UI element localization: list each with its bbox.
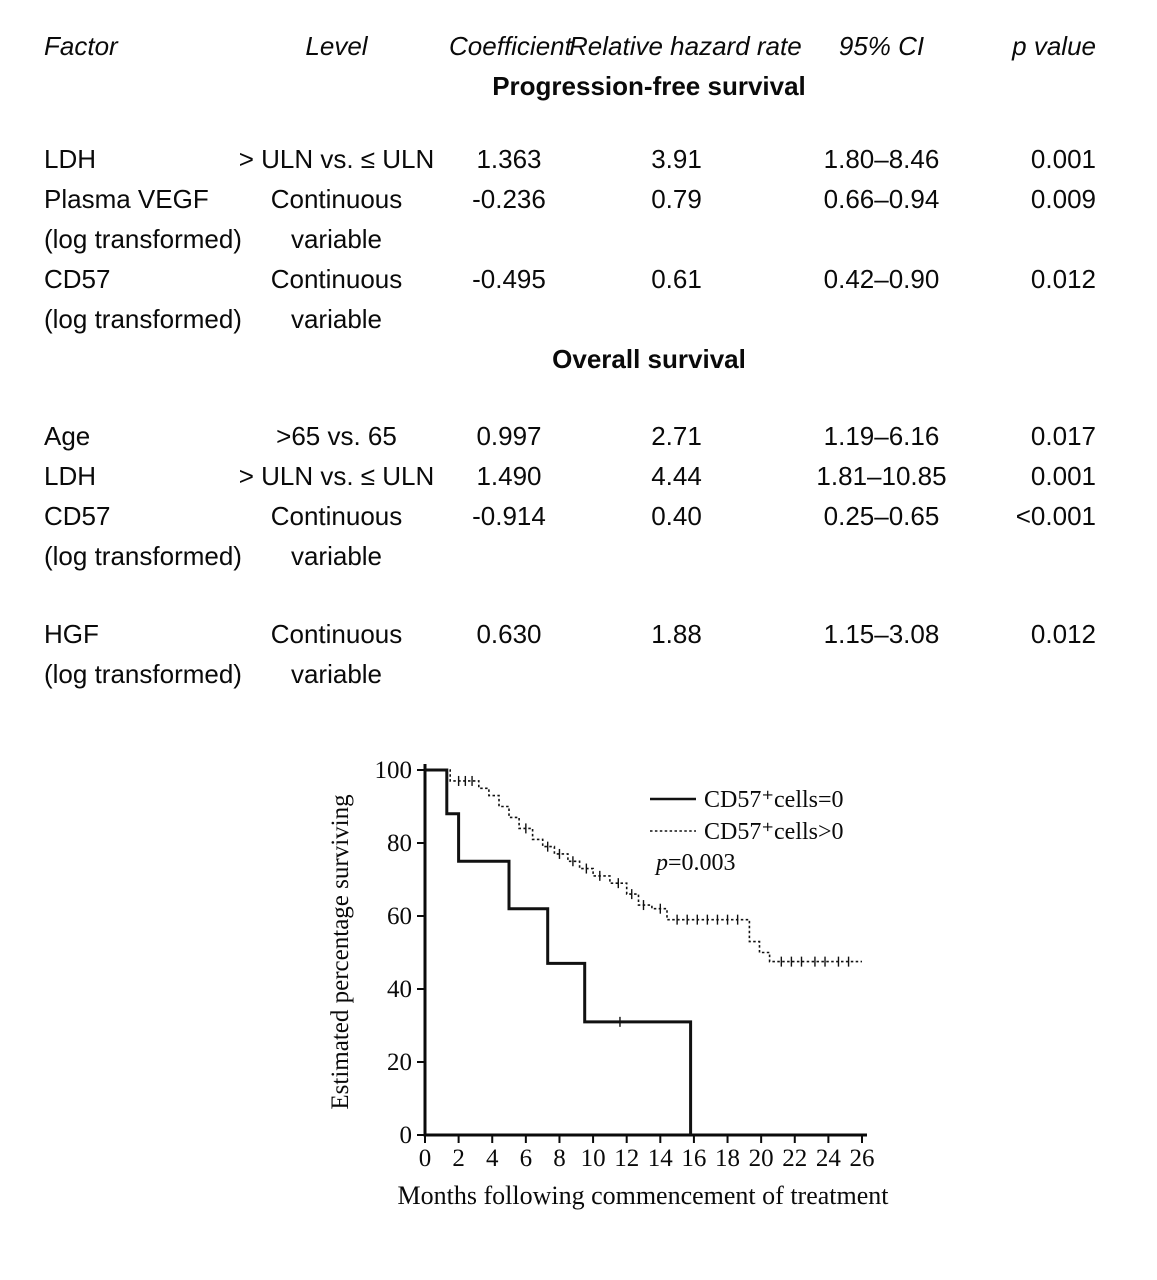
header-coefficient: Coefficient — [449, 31, 572, 61]
factor-cell: CD57 (log transformed) — [44, 501, 242, 571]
y-tick-label: 0 — [400, 1122, 413, 1149]
factor-cell: Plasma VEGF (log transformed) — [44, 184, 242, 254]
hazard-rate-cell: 0.61 — [651, 264, 702, 294]
factor-cell: LDH — [44, 144, 97, 174]
coefficient-cell: 1.363 — [476, 144, 542, 174]
x-tick-label: 18 — [715, 1145, 740, 1172]
table-row: HGF (log transformed) Continuous variable 0.… — [44, 614, 1130, 694]
section-title: Progression-free survival — [492, 71, 806, 101]
spacer — [44, 106, 1130, 139]
hazard-rate-cell: 0.79 — [651, 184, 702, 214]
factor-cell: CD57 (log transformed) — [44, 264, 242, 334]
factor-cell: HGF (log transformed) — [44, 619, 242, 689]
table-row: Plasma VEGF (log transformed) Continuous va… — [44, 179, 1130, 259]
table-row: CD57 (log transformed) Continuous variable -… — [44, 496, 1130, 576]
x-tick-label: 26 — [850, 1145, 875, 1172]
x-tick-label: 4 — [486, 1145, 499, 1172]
ci-cell: 1.19–6.16 — [823, 421, 940, 451]
coefficient-cell: -0.914 — [472, 501, 546, 531]
p-value-cell: 0.012 — [1030, 619, 1096, 649]
x-tick-label: 6 — [520, 1145, 533, 1172]
y-tick-label: 80 — [387, 830, 412, 857]
ci-cell: 1.15–3.08 — [823, 619, 940, 649]
factor-cell: Age — [44, 421, 91, 451]
ci-cell: 0.66–0.94 — [823, 184, 940, 214]
legend-label: CD57⁺cells=0 — [704, 787, 844, 813]
p-value-cell: <0.001 — [1015, 501, 1096, 531]
x-tick-label: 8 — [553, 1145, 566, 1172]
table-row: LDH > ULN vs. ≤ ULN 1.490 4.44 1.81–10.85 0.0… — [44, 456, 1130, 496]
hazard-rate-cell: 2.71 — [651, 421, 702, 451]
y-tick-label: 40 — [387, 976, 412, 1003]
x-tick-label: 22 — [782, 1145, 807, 1172]
p-value-cell: 0.012 — [1030, 264, 1096, 294]
coefficient-cell: -0.495 — [472, 264, 546, 294]
table-row: Age >65 vs. 65 0.997 2.71 1.19–6.16 0.017 — [44, 416, 1130, 456]
level-cell: Continuous variable — [270, 184, 403, 254]
results-table: Factor Level Coefficient Relative hazard… — [44, 26, 1130, 694]
p-value-cell: 0.001 — [1030, 144, 1096, 174]
level-cell: >65 vs. 65 — [276, 421, 397, 451]
x-tick-label: 2 — [452, 1145, 465, 1172]
table-header-row: Factor Level Coefficient Relative hazard… — [44, 26, 1130, 66]
coefficient-cell: 0.997 — [476, 421, 542, 451]
y-tick-label: 20 — [387, 1049, 412, 1076]
level-cell: Continuous variable — [270, 619, 403, 689]
hazard-rate-cell: 0.40 — [651, 501, 702, 531]
legend-label: CD57⁺cells>0 — [704, 819, 844, 845]
survival-chart: 0 20 40 60 80 100 0 2 4 6 8 10 12 14 16 18 20 22 24 26 CD57… — [310, 742, 890, 1277]
section-title: Overall survival — [552, 344, 746, 374]
header-p-value: p value — [1012, 31, 1096, 61]
table-row: CD57 (log transformed) Continuous variable -… — [44, 259, 1130, 339]
x-axis-label: Months following commencement of treatme… — [398, 1181, 890, 1210]
header-level: Level — [305, 31, 368, 61]
y-tick-label: 100 — [375, 757, 413, 784]
spacer — [44, 576, 1130, 614]
ci-cell: 0.42–0.90 — [823, 264, 940, 294]
x-tick-label: 12 — [614, 1145, 639, 1172]
spacer — [44, 379, 1130, 416]
p-value-annotation: p=0.003 — [654, 850, 736, 876]
km-series — [425, 768, 862, 1135]
p-value-cell: 0.001 — [1030, 461, 1096, 491]
table-row: LDH > ULN vs. ≤ ULN 1.363 3.91 1.80–8.46 0.00… — [44, 139, 1130, 179]
hazard-rate-cell: 1.88 — [651, 619, 702, 649]
factor-cell: LDH — [44, 461, 97, 491]
level-cell: > ULN vs. ≤ ULN — [238, 461, 435, 491]
survival-curve-solid — [425, 768, 693, 1135]
hazard-rate-cell: 4.44 — [651, 461, 702, 491]
km-legend: CD57⁺cells=0 CD57⁺cells>0 p=0.003 — [650, 787, 844, 876]
header-ci: 95% CI — [838, 31, 925, 61]
y-axis-label: Estimated percentage surviving — [327, 794, 354, 1110]
p-value-cell: 0.009 — [1030, 184, 1096, 214]
level-cell: > ULN vs. ≤ ULN — [238, 144, 435, 174]
header-hazard-rate: Relative hazard rate — [569, 31, 802, 61]
ci-cell: 1.80–8.46 — [823, 144, 940, 174]
coefficient-cell: -0.236 — [472, 184, 546, 214]
hazard-rate-cell: 3.91 — [651, 144, 702, 174]
x-tick-label: 14 — [648, 1145, 674, 1172]
x-tick-label: 10 — [581, 1145, 606, 1172]
x-tick-label: 20 — [749, 1145, 774, 1172]
level-cell: Continuous variable — [270, 501, 403, 571]
coefficient-cell: 1.490 — [476, 461, 542, 491]
header-factor: Factor — [44, 31, 118, 61]
x-tick-label: 0 — [419, 1145, 432, 1172]
p-value-cell: 0.017 — [1030, 421, 1096, 451]
level-cell: Continuous variable — [270, 264, 403, 334]
coefficient-cell: 0.630 — [476, 619, 542, 649]
y-tick-label: 60 — [387, 903, 412, 930]
ci-cell: 0.25–0.65 — [823, 501, 940, 531]
x-tick-label: 24 — [816, 1145, 842, 1172]
ci-cell: 1.81–10.85 — [816, 461, 947, 491]
x-tick-label: 16 — [681, 1145, 706, 1172]
